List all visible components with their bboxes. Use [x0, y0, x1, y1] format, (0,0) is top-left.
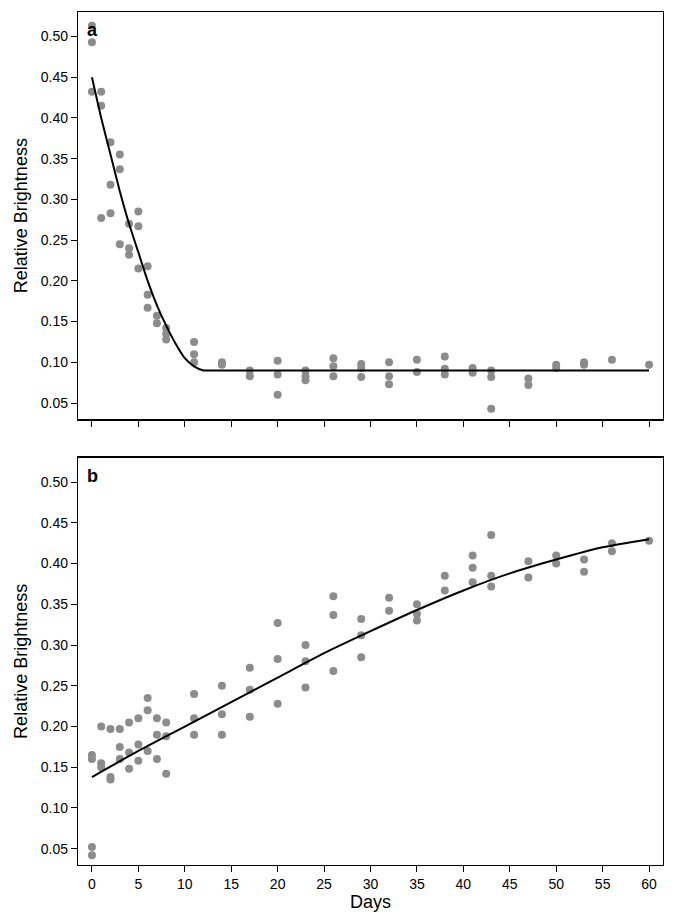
svg-text:30: 30	[363, 876, 379, 892]
svg-text:0.30: 0.30	[41, 637, 68, 653]
svg-text:0.45: 0.45	[41, 515, 68, 531]
svg-text:a: a	[87, 20, 98, 40]
svg-text:0.10: 0.10	[41, 354, 68, 370]
svg-text:5: 5	[134, 876, 142, 892]
svg-text:0.25: 0.25	[41, 678, 68, 694]
svg-text:0.45: 0.45	[41, 69, 68, 85]
svg-text:0.05: 0.05	[41, 841, 68, 857]
svg-text:50: 50	[548, 876, 564, 892]
svg-text:0.35: 0.35	[41, 151, 68, 167]
svg-text:0.25: 0.25	[41, 232, 68, 248]
svg-text:b: b	[87, 466, 98, 486]
svg-text:0.40: 0.40	[41, 110, 68, 126]
svg-text:Relative Brightness: Relative Brightness	[11, 138, 31, 293]
svg-text:0.50: 0.50	[41, 474, 68, 490]
svg-text:Days: Days	[350, 892, 391, 912]
svg-text:0: 0	[88, 876, 96, 892]
svg-text:0.20: 0.20	[41, 718, 68, 734]
svg-text:0.35: 0.35	[41, 596, 68, 612]
svg-text:0.30: 0.30	[41, 191, 68, 207]
svg-text:0.15: 0.15	[41, 759, 68, 775]
svg-text:0.50: 0.50	[41, 28, 68, 44]
svg-text:40: 40	[456, 876, 472, 892]
svg-text:45: 45	[502, 876, 518, 892]
svg-text:15: 15	[223, 876, 239, 892]
svg-text:0.20: 0.20	[41, 273, 68, 289]
svg-text:55: 55	[595, 876, 611, 892]
svg-text:0.40: 0.40	[41, 555, 68, 571]
svg-text:20: 20	[270, 876, 286, 892]
svg-text:Relative Brightness: Relative Brightness	[11, 584, 31, 739]
svg-text:60: 60	[641, 876, 657, 892]
svg-text:0.10: 0.10	[41, 800, 68, 816]
svg-text:0.05: 0.05	[41, 395, 68, 411]
svg-text:0.15: 0.15	[41, 313, 68, 329]
svg-text:35: 35	[409, 876, 425, 892]
svg-text:10: 10	[177, 876, 193, 892]
svg-text:25: 25	[316, 876, 332, 892]
